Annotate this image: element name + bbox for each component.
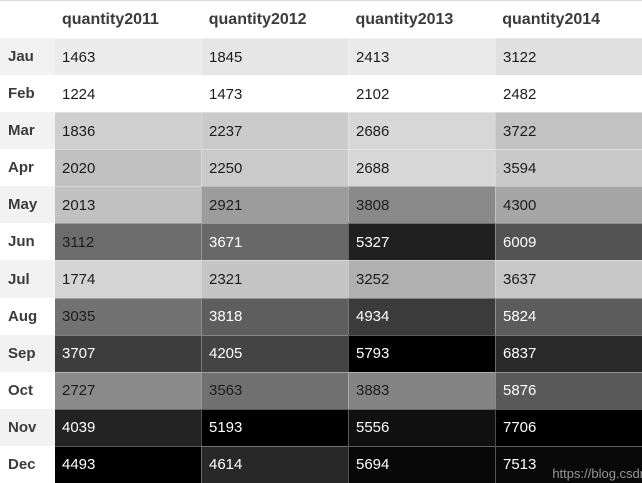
heatmap-cell: 4300 [495, 186, 642, 224]
heatmap-cell: 2482 [495, 75, 642, 113]
heatmap-cell: 3035 [55, 297, 201, 335]
heatmap-cell: 1774 [55, 260, 201, 298]
heatmap-cell: 1836 [55, 112, 201, 150]
heatmap-cell: 1224 [55, 75, 201, 113]
heatmap-cell: 4205 [201, 334, 348, 372]
column-header-quantity2014[interactable]: quantity2014 [502, 10, 601, 28]
heatmap-cell: 4493 [55, 445, 201, 483]
heatmap-cell: 3722 [495, 112, 642, 150]
row-label: Apr [0, 149, 55, 187]
heatmap-cell: 2921 [201, 186, 348, 224]
heatmap-cell: 5876 [495, 371, 642, 409]
heatmap-cell: 2102 [348, 75, 495, 113]
heatmap-cell: 2321 [201, 260, 348, 298]
heatmap-cell: 5193 [201, 408, 348, 446]
heatmap-cell: 3122 [495, 38, 642, 76]
heatmap-cell: 4039 [55, 408, 201, 446]
table-row: Jun 3112 3671 5327 6009 [0, 223, 642, 261]
row-label: Feb [0, 75, 55, 113]
row-label: Sep [0, 334, 55, 372]
heatmap-cell: 6009 [495, 223, 642, 261]
table-row: Jul 1774 2321 3252 3637 [0, 260, 642, 298]
table-row: Dec 4493 4614 5694 7513 [0, 445, 642, 483]
heatmap-cell: 5556 [348, 408, 495, 446]
corner-cell [0, 1, 55, 38]
row-label: Jun [0, 223, 55, 261]
column-header-quantity2011[interactable]: quantity2011 [62, 10, 159, 28]
heatmap-cell: 7706 [495, 408, 642, 446]
row-label: Oct [0, 371, 55, 409]
heatmap-cell: 4614 [201, 445, 348, 483]
heatmap-cell: 1473 [201, 75, 348, 113]
heatmap-cell: 2686 [348, 112, 495, 150]
heatmap-cell: 2727 [55, 371, 201, 409]
heatmap-cell: 4934 [348, 297, 495, 335]
row-label: Aug [0, 297, 55, 335]
heatmap-cell: 3563 [201, 371, 348, 409]
table-row: May 2013 2921 3808 4300 [0, 186, 642, 224]
heatmap-cell: 5824 [495, 297, 642, 335]
table-row: Aug 3035 3818 4934 5824 [0, 297, 642, 335]
heatmap-cell: 3112 [55, 223, 201, 261]
row-label: Nov [0, 408, 55, 446]
heatmap-cell: 5793 [348, 334, 495, 372]
heatmap-cell: 2237 [201, 112, 348, 150]
heatmap-cell: 3671 [201, 223, 348, 261]
heatmap-cell: 2250 [201, 149, 348, 187]
heatmap-cell: 2013 [55, 186, 201, 224]
heatmap-cell: 2020 [55, 149, 201, 187]
heatmap-cell: 3594 [495, 149, 642, 187]
heatmap-cell: 6837 [495, 334, 642, 372]
table-row: Oct 2727 3563 3883 5876 [0, 371, 642, 409]
header-row: quantity2011 quantity2012 quantity2013 quan… [0, 1, 642, 38]
heatmap-cell: 3883 [348, 371, 495, 409]
row-label: Dec [0, 445, 55, 483]
heatmap-cell: 2413 [348, 38, 495, 76]
heatmap-cell: 3252 [348, 260, 495, 298]
table-row: Feb 1224 1473 2102 2482 [0, 75, 642, 113]
table-row: Nov 4039 5193 5556 7706 [0, 408, 642, 446]
table-row: Apr 2020 2250 2688 3594 [0, 149, 642, 187]
heatmap-cell: 2688 [348, 149, 495, 187]
heatmap-cell: 3818 [201, 297, 348, 335]
table-row: Jau 1463 1845 2413 3122 [0, 38, 642, 76]
row-label: Jau [0, 38, 55, 76]
table-body: Jau 1463 1845 2413 3122 Feb 1224 1473 2102 2482 Ma… [0, 38, 642, 483]
row-label: May [0, 186, 55, 224]
heatmap-cell: 5694 [348, 445, 495, 483]
heatmap-cell: 1463 [55, 38, 201, 76]
heatmap-cell: 7513 [495, 445, 642, 483]
heatmap-cell: 3707 [55, 334, 201, 372]
table-row: Sep 3707 4205 5793 6837 [0, 334, 642, 372]
heatmap-cell: 5327 [348, 223, 495, 261]
column-header-quantity2012[interactable]: quantity2012 [208, 10, 307, 28]
column-header-quantity2013[interactable]: quantity2013 [355, 10, 454, 28]
heatmap-cell: 1845 [201, 38, 348, 76]
heatmap-cell: 3637 [495, 260, 642, 298]
table-row: Mar 1836 2237 2686 3722 [0, 112, 642, 150]
row-label: Mar [0, 112, 55, 150]
row-label: Jul [0, 260, 55, 298]
heatmap-cell: 3808 [348, 186, 495, 224]
